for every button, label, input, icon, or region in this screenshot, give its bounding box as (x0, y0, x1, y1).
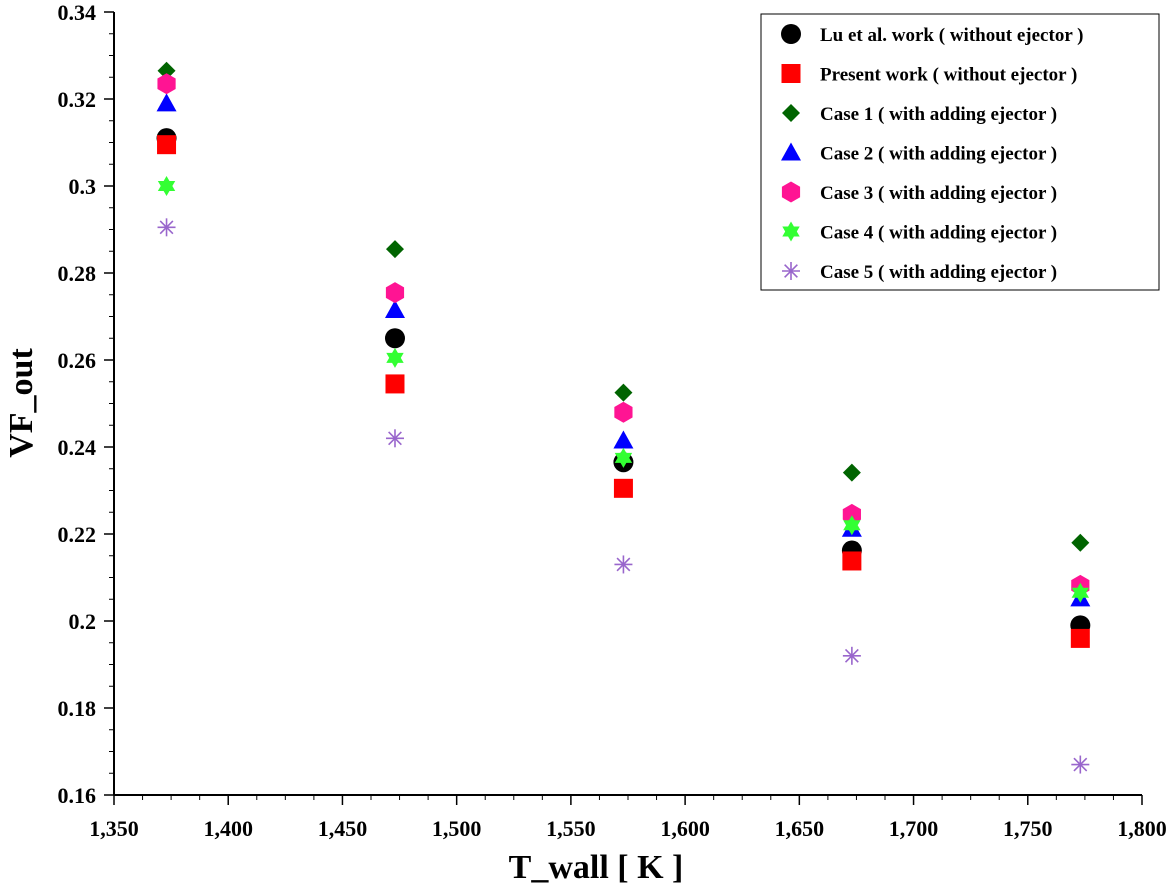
y-tick-label: 0.3 (69, 174, 97, 199)
data-point (842, 463, 861, 482)
tick-marks: 0.16 0.18 0.2 0.22 0.24 0.26 0.28 0.3 0.32 0.34 1,… (58, 0, 1167, 841)
legend-marker (781, 142, 801, 161)
data-point (614, 447, 633, 468)
x-tick-label: 1,400 (203, 816, 253, 841)
y-tick-label: 0.28 (58, 261, 97, 286)
series-6 (157, 176, 1090, 603)
data-point (1071, 755, 1090, 774)
series-3 (157, 61, 1090, 552)
x-tick-label: 1,500 (432, 816, 482, 841)
data-point (384, 328, 405, 349)
data-point (842, 646, 861, 665)
data-point (1070, 628, 1090, 648)
data-point (614, 401, 633, 423)
data-point (614, 383, 633, 402)
x-tick-label: 1,550 (546, 816, 596, 841)
data-point (613, 430, 634, 449)
legend-label: Case 5 ( with adding ejector ) (820, 262, 1057, 283)
data-point (614, 555, 633, 574)
data-point (156, 93, 177, 112)
x-tick-label: 1,650 (775, 816, 825, 841)
legend-marker (781, 64, 801, 83)
legend-marker (781, 24, 801, 44)
data-point (384, 299, 405, 318)
x-axis-title: T_wall [ K ] (509, 849, 684, 885)
legend-marker (781, 181, 801, 203)
x-tick-label: 1,700 (889, 816, 939, 841)
x-tick-label: 1,600 (660, 816, 710, 841)
y-tick-label: 0.34 (58, 0, 97, 25)
data-point (1071, 582, 1090, 603)
legend-label: Present work ( without ejector ) (820, 65, 1077, 86)
legend-label: Case 3 ( with adding ejector ) (820, 183, 1057, 204)
legend-marker (782, 221, 800, 242)
y-axis-title: VF_out (3, 348, 40, 458)
data-point (157, 61, 176, 80)
data-point (613, 478, 633, 498)
legend-label: Case 2 ( with adding ejector ) (820, 144, 1057, 165)
data-point (385, 374, 405, 394)
data-point (157, 73, 176, 95)
x-tick-label: 1,800 (1117, 816, 1167, 841)
data-point (157, 218, 176, 237)
data-point (385, 240, 404, 259)
data-point (842, 503, 861, 525)
x-tick-label: 1,350 (89, 816, 139, 841)
data-points (156, 61, 1091, 774)
x-tick-label: 1,450 (318, 816, 368, 841)
y-tick-label: 0.16 (58, 783, 97, 808)
legend-box (760, 13, 1160, 291)
legend-marker (782, 104, 800, 122)
data-point (1071, 533, 1090, 552)
y-tick-label: 0.22 (58, 522, 97, 547)
data-point (385, 429, 404, 448)
legend-label: Lu et al. work ( without ejector ) (820, 25, 1084, 46)
legend: Lu et al. work ( without ejector ) Presen… (760, 13, 1160, 291)
legend-label: Case 1 ( with adding ejector ) (820, 104, 1057, 125)
data-point (386, 347, 404, 368)
y-tick-label: 0.24 (58, 435, 97, 460)
data-point (385, 282, 405, 304)
series-7 (157, 218, 1090, 774)
data-point (157, 135, 177, 155)
data-point (842, 551, 862, 571)
legend-label: Case 4 ( with adding ejector ) (820, 223, 1057, 244)
legend-marker (782, 262, 800, 280)
y-tick-label: 0.2 (69, 609, 97, 634)
y-tick-label: 0.18 (58, 696, 97, 721)
y-tick-label: 0.26 (58, 348, 97, 373)
data-point (843, 515, 861, 536)
y-tick-label: 0.32 (58, 87, 97, 112)
series-2 (157, 135, 1090, 648)
data-point (157, 176, 176, 196)
x-tick-label: 1,750 (1003, 816, 1053, 841)
